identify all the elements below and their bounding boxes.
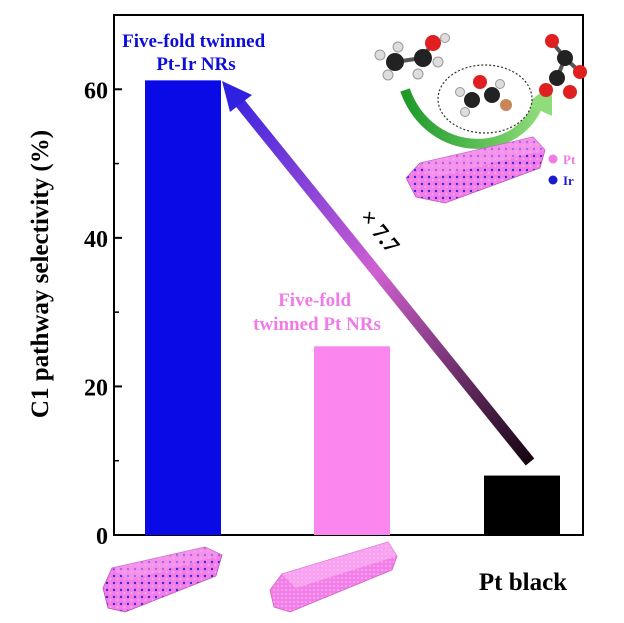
bar-2 <box>484 475 560 535</box>
reaction-inset: Pt Ir <box>374 33 587 204</box>
legend-pt-label: Pt <box>563 152 576 167</box>
bar-0 <box>145 80 221 535</box>
bar-label-pt-ir-line1: Five-fold twinned <box>122 31 265 52</box>
co2-molecule-icon <box>539 34 587 99</box>
y-tick-label-1: 20 <box>84 375 108 401</box>
legend-ir-label: Ir <box>563 173 574 188</box>
bar-label-pt-ir-line2: Pt-Ir NRs <box>156 54 235 75</box>
pt-ir-nanorod-inset-icon <box>405 136 546 204</box>
legend-pt-marker <box>548 154 558 164</box>
y-tick-label-2: 40 <box>84 227 108 253</box>
ethanol-molecule-icon <box>374 33 450 81</box>
bar-1 <box>314 346 390 535</box>
bar-label-pt-black: Pt black <box>479 569 567 596</box>
legend: Pt Ir <box>548 152 576 188</box>
pt-nanorod-icon <box>269 541 398 613</box>
y-tick-label-3: 60 <box>84 78 108 104</box>
y-tick-label-0: 0 <box>96 524 108 550</box>
bar-label-pt-line2: twinned Pt NRs <box>253 314 381 335</box>
bar-label-pt: Five-fold twinned Pt NRs <box>253 290 381 335</box>
pt-ir-nanorod-icon <box>102 546 223 613</box>
bar-label-pt-ir: Five-fold twinned Pt-Ir NRs <box>122 31 270 75</box>
bars <box>145 80 560 535</box>
y-axis-ticks: 0 20 40 60 <box>84 78 122 550</box>
legend-ir-marker <box>548 175 558 185</box>
adsorbed-intermediate-icon <box>455 75 512 117</box>
y-axis-label: C1 pathway selectivity (%) <box>27 130 54 418</box>
enhancement-arrow <box>222 81 535 466</box>
bar-label-pt-line1: Five-fold <box>278 290 351 311</box>
